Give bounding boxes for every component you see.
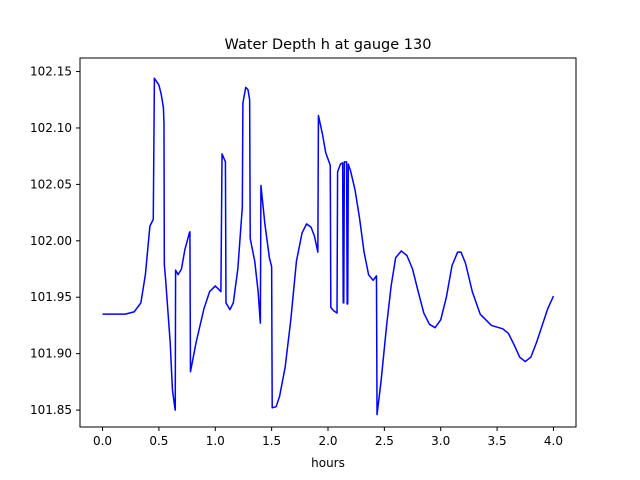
x-tick-label: 4.0 <box>544 434 563 448</box>
x-tick-label: 1.5 <box>262 434 281 448</box>
y-tick-label: 102.00 <box>30 234 72 248</box>
x-tick-label: 2.5 <box>375 434 394 448</box>
axes-frame <box>79 57 577 428</box>
x-tick-label: 0.5 <box>149 434 168 448</box>
x-tick-label: 0.0 <box>93 434 112 448</box>
chart-title: Water Depth h at gauge 130 <box>225 37 432 53</box>
x-tick-label: 1.0 <box>206 434 225 448</box>
series-line <box>102 77 555 416</box>
plot-area <box>102 77 555 416</box>
y-tick-label: 101.85 <box>30 403 72 417</box>
y-tick-label: 101.95 <box>30 290 72 304</box>
x-axis-label: hours <box>311 456 345 470</box>
y-tick-label: 102.15 <box>30 65 72 79</box>
y-tick-label: 102.10 <box>30 121 72 135</box>
y-tick-label: 101.90 <box>30 347 72 361</box>
axis-ticks: 0.0 0.5 1.0 1.5 2.0 2.5 3.0 3.5 4.0 101.85 101.90 1… <box>30 65 563 448</box>
y-tick-label: 102.05 <box>30 177 72 191</box>
x-tick-label: 3.0 <box>431 434 450 448</box>
x-tick-label: 3.5 <box>488 434 507 448</box>
x-tick-label: 2.0 <box>318 434 337 448</box>
